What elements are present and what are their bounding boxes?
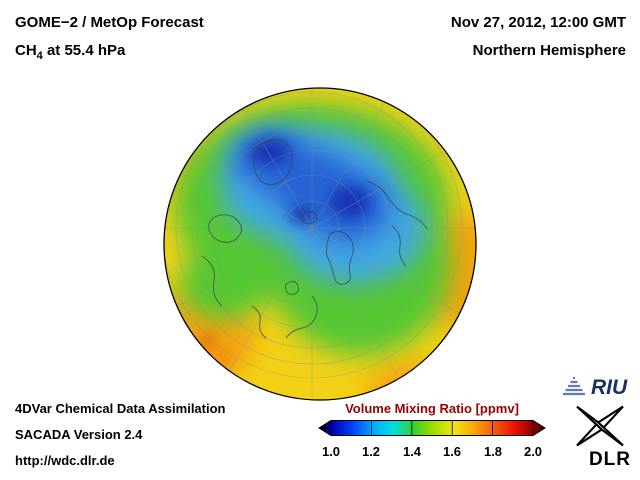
colorbar: Volume Mixing Ratio [ppmv] [318, 401, 546, 460]
plot-title: GOME−2 / MetOp Forecast [15, 14, 204, 31]
coastlines [201, 139, 428, 339]
colorbar-tick-marks [330, 420, 534, 436]
colorbar-arrow-bar [318, 420, 546, 436]
colorbar-gradient [318, 420, 546, 436]
plot-subtitle: CH4 at 55.4 hPa [15, 37, 204, 70]
species-subscript: 4 [36, 50, 43, 62]
pressure-level: at 55.4 hPa [42, 42, 126, 59]
dlr-label: DLR [588, 449, 631, 470]
hemisphere-globe [163, 87, 477, 401]
tick-label: 1.0 [321, 444, 341, 459]
globe-outline [163, 87, 477, 401]
credit-line-version: SACADA Version 2.4 [15, 427, 143, 442]
colorbar-title: Volume Mixing Ratio [ppmv] [345, 401, 519, 416]
plot-region: Northern Hemisphere [472, 42, 626, 59]
tick-label: 1.2 [361, 444, 381, 459]
plot-datetime: Nov 27, 2012, 12:00 GMT [450, 14, 626, 31]
field-lowest-spots [250, 139, 370, 223]
graticule [164, 88, 476, 398]
colorbar-tick-labels: 1.0 1.2 1.4 1.6 1.8 2.0 [318, 444, 546, 460]
plot-meta-block: Nov 27, 2012, 12:00 GMT Northern Hemisph… [451, 9, 626, 65]
tick-label: 1.4 [402, 444, 422, 459]
plot-title-block: GOME−2 / MetOp Forecast CH4 at 55.4 hPa [15, 9, 204, 70]
dlr-logo-icon [576, 405, 624, 447]
riu-label: RIU [591, 376, 628, 398]
riu-mountain-icon [563, 376, 585, 396]
credit-line-url: http://wdc.dlr.de [15, 453, 115, 468]
credit-line-assimilation: 4DVar Chemical Data Assimilation [15, 401, 226, 416]
methane-field [164, 88, 476, 400]
riu-logo: RIU [563, 376, 628, 398]
tick-label: 1.6 [442, 444, 462, 459]
tick-label: 2.0 [523, 444, 543, 459]
dlr-cross-shape [576, 405, 624, 447]
tick-label: 1.8 [483, 444, 503, 459]
credit-block: 4DVar Chemical Data Assimilation SACADA … [15, 396, 226, 474]
species-symbol: CH [15, 42, 37, 59]
field-red-spots [200, 334, 229, 364]
